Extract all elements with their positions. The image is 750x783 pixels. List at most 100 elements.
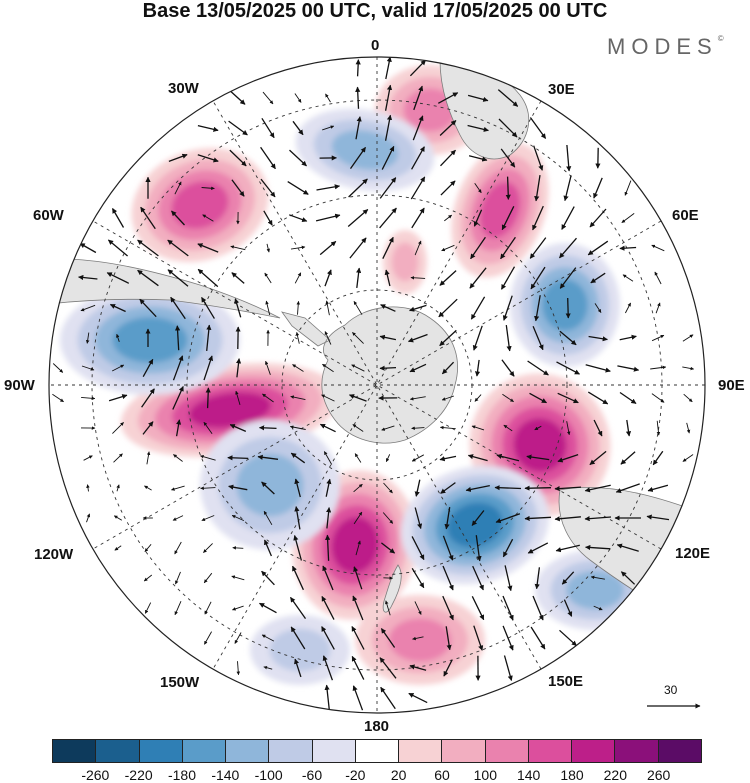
wind-vector [232,605,244,611]
wind-vector [146,451,151,465]
colorbar-tick-label: 260 [646,767,671,783]
wind-vector [565,297,571,319]
wind-vector [143,574,153,582]
wind-vector [379,657,397,679]
wind-vector [411,146,425,170]
wind-vector [440,482,456,494]
wind-vector [617,365,640,372]
wind-vector [290,245,306,250]
wind-vector [231,575,245,581]
wind-vector [469,267,487,289]
wind-vector [52,363,64,373]
wind-vector [437,92,459,104]
wind-vector [141,388,155,408]
wind-vector [230,245,246,251]
wind-vector [440,180,456,196]
wind-vector [589,450,607,466]
wind-vector [474,182,482,194]
colorbar-tick-label: -100 [254,767,283,783]
graticule [49,57,705,713]
wind-vector [144,544,152,552]
colorbar-tick-label: -260 [81,767,110,783]
wind-vector [323,451,333,465]
wind-vector [229,424,247,432]
wind-vector [379,365,397,371]
anomaly-contour [188,392,272,428]
wind-vector [203,572,213,584]
wind-vector [355,116,362,140]
wind-vector [438,298,458,318]
wind-vector [319,423,336,433]
wind-vector [566,144,572,172]
wind-vector [324,269,332,287]
wind-vector [353,483,363,493]
wind-vector [502,625,514,651]
wind-vector [356,267,362,288]
wind-vector [413,85,424,111]
wind-vector [381,425,395,431]
wind-vector [529,392,547,404]
lon-label-30w: 30W [168,80,199,97]
wind-vector [172,515,184,521]
wind-vector [264,539,272,557]
wind-vector [440,149,456,167]
wind-vector [108,394,128,402]
wind-vector [263,210,273,226]
colorbar-tick-label: 60 [434,767,450,783]
wind-vector [355,540,361,556]
wind-vector [324,684,331,711]
wind-vector [414,507,423,530]
wind-vector [204,631,212,645]
colorbar-tick-label: -140 [211,767,240,783]
wind-vector [197,124,219,132]
wind-vector [325,478,332,497]
wind-vector [322,363,334,373]
brand-name: MODES [607,34,718,59]
wind-vector [554,516,581,522]
wind-vector [137,269,159,287]
wind-vector [352,424,364,432]
wind-vector [349,237,367,259]
wind-vector [534,175,541,202]
wind-vector [321,394,335,402]
wind-vector [615,483,640,494]
wind-vector [472,565,484,591]
wind-vector [682,454,694,462]
wind-vector [411,207,425,229]
wind-vector [647,484,669,492]
wind-vector [587,391,609,405]
wind-vector [355,86,361,109]
wind-vector [470,296,486,320]
wind-vector [348,178,368,198]
wind-vector [174,541,182,555]
wind-vector [503,424,513,432]
colorbar-tick-label: -180 [167,767,197,783]
colorbar-segment [311,740,355,762]
wind-vector [381,542,396,554]
meridian-line [92,220,662,550]
wind-vector [231,272,245,284]
wind-vector [408,692,428,704]
wind-vector [682,366,695,371]
wind-vector [379,177,397,199]
wind-vector [441,361,455,375]
wind-vector [585,364,611,373]
wind-vector [472,325,483,351]
wind-vector [197,243,219,253]
wind-vector [116,333,120,342]
colorbar [52,739,702,763]
wind-vector [262,91,274,105]
wind-vector [414,240,422,256]
wind-vector [504,565,513,592]
colorbar-segment [614,740,658,762]
wind-vector [554,485,582,492]
wind-vector [382,512,394,524]
wind-vector [563,175,572,202]
wind-vector [202,214,214,222]
wind-vector [467,124,489,132]
colorbar-segment [484,740,528,762]
wind-vector [409,396,426,401]
wind-vector [316,184,341,191]
wind-vector [468,155,488,162]
wind-vector [171,210,185,226]
